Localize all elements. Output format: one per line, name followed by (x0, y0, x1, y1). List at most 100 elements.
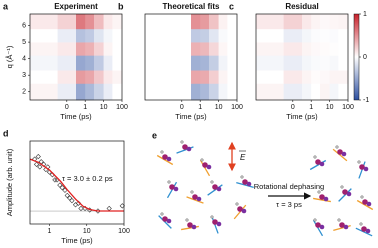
atom (187, 222, 193, 228)
tau-label: τ = 3 ps (276, 200, 302, 209)
data-point (37, 164, 43, 170)
panel-label: b (118, 1, 124, 11)
heat-cell (103, 70, 113, 84)
arrow-label: Rotational dephasing (254, 182, 324, 191)
molecule-axis (236, 182, 254, 188)
atom (182, 144, 188, 150)
atom (313, 218, 317, 222)
atom (359, 164, 365, 170)
atom (319, 161, 325, 167)
heat-cell (76, 28, 86, 43)
atom (216, 221, 222, 227)
molecule-axis (356, 199, 374, 211)
atom (180, 140, 184, 144)
heat-cell (329, 55, 339, 71)
heat-cell (93, 42, 104, 56)
heat-cell (76, 14, 86, 30)
heat-cell (302, 28, 312, 43)
heat-cell (85, 28, 95, 43)
atom (166, 156, 172, 162)
heat-cell (329, 42, 339, 56)
atom (160, 150, 164, 154)
heat-cell (85, 42, 95, 56)
atom (362, 199, 368, 205)
colorbar (353, 13, 360, 101)
heat-cell (218, 28, 228, 43)
heat-cell (200, 70, 210, 84)
atom (360, 195, 364, 199)
heat-cell (85, 14, 95, 30)
atom (202, 162, 208, 168)
data-point (52, 177, 58, 183)
heat-cell (208, 42, 219, 56)
heat-cell (283, 70, 303, 84)
atom (346, 191, 352, 197)
heat-cell (208, 70, 219, 84)
heat-cell (319, 28, 330, 43)
x-tick-label: 100 (118, 228, 130, 235)
heat-cell (311, 70, 321, 84)
atom (361, 226, 367, 232)
molecule-axis (338, 188, 352, 202)
colorbar-tick-label: 0 (363, 54, 367, 61)
heat-cell (283, 83, 303, 101)
heat-cell (172, 28, 192, 43)
x-tick-label: 1 (48, 228, 52, 235)
heat-cell (112, 55, 123, 71)
heat-cell (302, 14, 312, 30)
atom (313, 155, 317, 159)
molecule-axis (233, 204, 247, 220)
heat-cell (329, 70, 339, 84)
heat-cell (57, 70, 77, 84)
atom (160, 212, 164, 216)
heat-cell (85, 55, 95, 71)
atom (216, 186, 222, 192)
x-tick-label: 1 (309, 104, 313, 111)
molecule-axis (186, 196, 204, 204)
heat-cell (76, 70, 86, 84)
x-tick-label: 10 (100, 104, 108, 111)
heat-cell (103, 42, 113, 56)
heat-cell (191, 28, 201, 43)
x-tick-label: 100 (342, 104, 354, 111)
heat-cell (227, 28, 238, 43)
heat-cell (208, 14, 219, 30)
heat-cell (283, 14, 303, 30)
atom (339, 222, 345, 228)
heat-cell (191, 70, 201, 84)
heat-cell (338, 55, 349, 71)
atom (237, 206, 243, 212)
atom (210, 180, 214, 184)
atom (341, 151, 347, 157)
atom (200, 158, 204, 162)
heat-cell (256, 83, 284, 101)
molecule-axis (313, 197, 331, 203)
x-tick-label: 10 (83, 228, 91, 235)
heat-cell (302, 83, 312, 101)
heat-cell (329, 14, 339, 30)
annotation: τ = 3.0 ± 0.2 ps (62, 174, 113, 183)
heat-cell (302, 70, 312, 84)
heat-cell (208, 83, 219, 101)
heat-cell (283, 42, 303, 56)
field-label: E (240, 153, 246, 162)
heat-cell (172, 55, 192, 71)
y-axis-label: Amplitude (arb. unit) (5, 148, 14, 216)
heat-cell (302, 42, 312, 56)
atom (173, 186, 179, 192)
heat-cell (256, 28, 284, 43)
molecule-axis (211, 216, 219, 234)
heat-cell (208, 55, 219, 71)
heat-cell (172, 70, 192, 84)
y-tick-label: 4 (22, 55, 26, 62)
heat-cell (319, 70, 330, 84)
atom (357, 160, 361, 164)
heat-cell (338, 14, 349, 30)
heat-cell (302, 55, 312, 71)
panel-label: e (152, 130, 157, 140)
heat-cell (145, 55, 173, 71)
atom (241, 208, 247, 214)
x-axis-label: Time (ps) (61, 236, 93, 245)
atom (235, 202, 239, 206)
molecule-axis (158, 215, 172, 229)
